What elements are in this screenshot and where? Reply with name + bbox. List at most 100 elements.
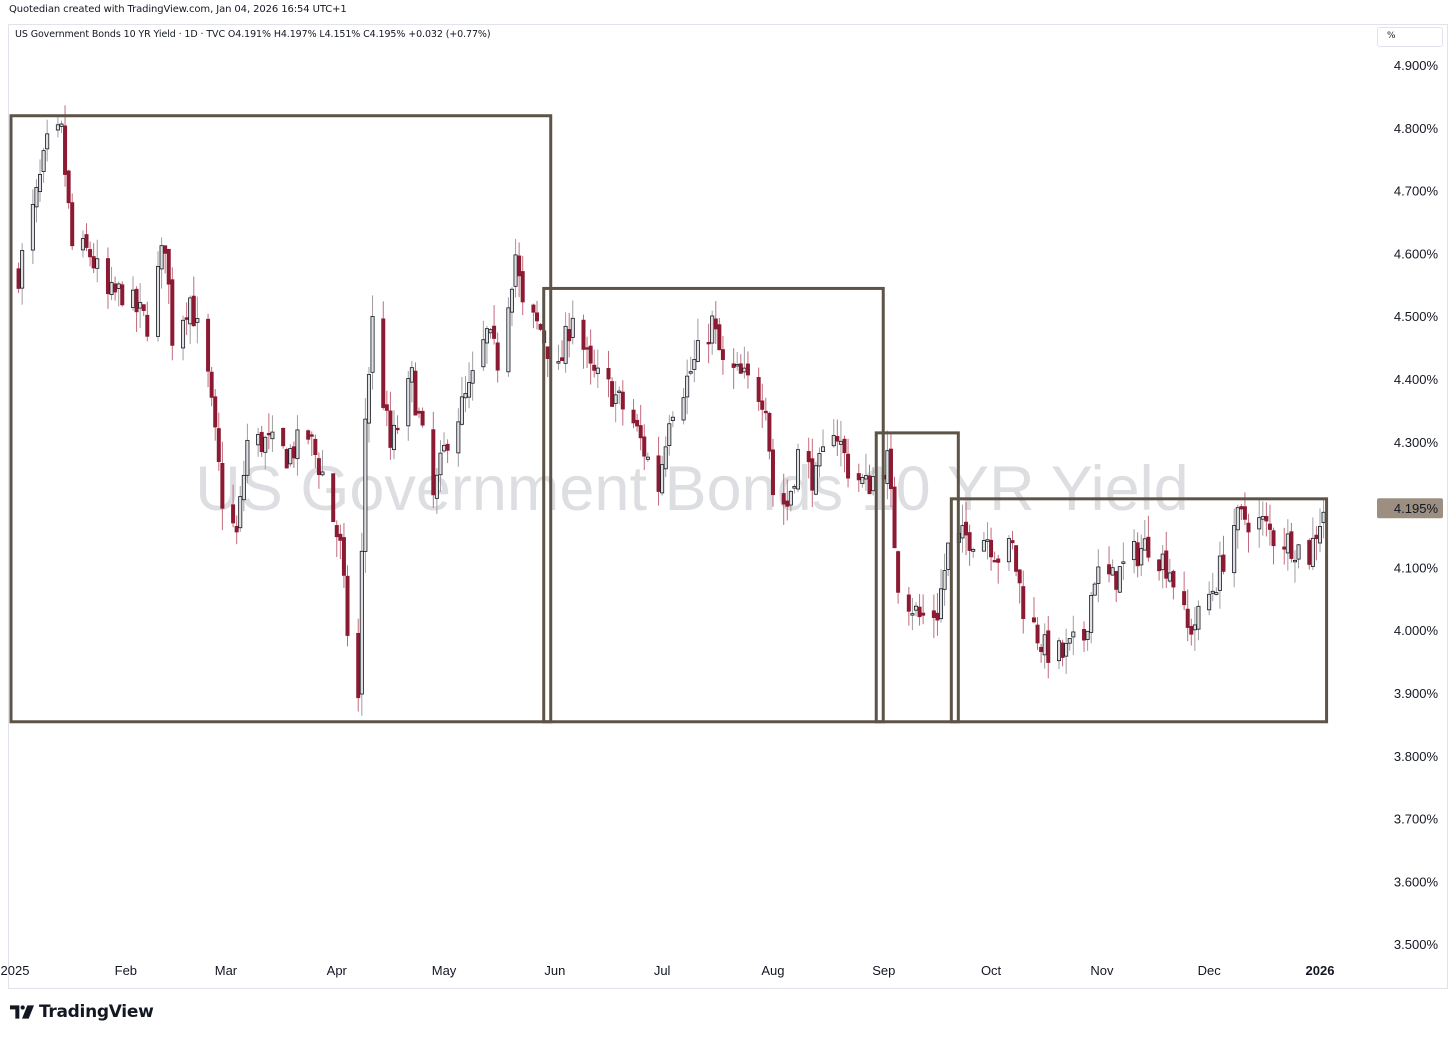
chart-frame (8, 24, 1448, 989)
candle-body (1267, 523, 1272, 530)
time-tick-label: 2026 (1306, 963, 1335, 978)
candle-body (381, 318, 386, 408)
candle-body (113, 283, 118, 293)
candle-body (356, 632, 361, 699)
symbol-legend: US Government Bonds 10 YR Yield · 1D · T… (15, 29, 491, 40)
candle-body (595, 367, 600, 374)
candle-body (456, 421, 461, 454)
candle-body (256, 434, 261, 446)
candle-body (1189, 626, 1194, 635)
candle-body (617, 390, 622, 393)
candle-body (713, 318, 718, 330)
time-tick-label: Feb (115, 963, 137, 978)
candle-body (216, 428, 221, 463)
candle-body (588, 345, 593, 364)
candle-body (238, 496, 243, 529)
time-tick-label: 2025 (1, 963, 30, 978)
candle-body (921, 612, 926, 616)
candle-body (592, 364, 597, 371)
candle-body (1017, 569, 1022, 584)
candle-body (359, 550, 364, 695)
candle-body (463, 392, 468, 399)
candle-body (484, 328, 489, 344)
candle-body (913, 605, 918, 611)
candle-body (888, 448, 893, 490)
footer-brand[interactable]: TradingView (10, 1002, 154, 1022)
time-tick-label: Oct (981, 963, 1002, 978)
candle-body (935, 612, 940, 621)
time-axis[interactable]: 2025 Feb Mar Apr May Jun Jul Aug Sep Oct Nov Dec 202… (1, 963, 1335, 978)
candle-body (306, 430, 311, 440)
candle-body (613, 394, 618, 404)
candlestick-series (16, 105, 1326, 716)
candle-body (810, 458, 815, 491)
price-tick-label: 4.500% (1394, 309, 1439, 324)
candle-body (38, 174, 43, 193)
candle-body (642, 436, 647, 457)
price-tick-label: 4.700% (1394, 184, 1439, 199)
candle-body (1292, 559, 1297, 563)
candle-body (906, 594, 911, 612)
candle-body (338, 533, 343, 541)
candle-body (1239, 506, 1244, 510)
candle-body (105, 258, 110, 295)
candle-body (1042, 634, 1047, 656)
price-chart[interactable]: US Government Bonds 10 YR Yield 4.900%4.… (0, 0, 1456, 1000)
candle-body (1057, 640, 1062, 662)
range-rectangles[interactable] (9, 114, 1329, 724)
candle-body (756, 376, 761, 402)
candle-body (992, 560, 997, 563)
candle-body (785, 500, 790, 507)
candle-body (1207, 593, 1212, 611)
candle-body (30, 204, 35, 251)
candle-body (80, 238, 85, 251)
candle-body (316, 458, 321, 476)
candle-body (767, 412, 772, 452)
candle-body (1031, 617, 1036, 623)
candle-body (406, 378, 411, 427)
candle-body (667, 423, 672, 446)
candle-body (1096, 566, 1101, 584)
candle-body (492, 325, 497, 339)
candle-body (88, 249, 93, 258)
candle-body (567, 329, 572, 342)
candle-body (188, 297, 193, 325)
candle-body (1107, 564, 1112, 575)
candle-body (1142, 538, 1147, 551)
candle-body (66, 170, 71, 204)
candle-body (495, 342, 500, 371)
candle-body (70, 202, 75, 247)
candle-body (838, 440, 843, 445)
candle-body (985, 539, 990, 542)
candle-body (195, 318, 200, 323)
candle-body (241, 474, 246, 501)
candle-body (266, 432, 271, 436)
candle-body (134, 288, 139, 313)
candle-body (1214, 592, 1219, 595)
candle-body (138, 302, 143, 309)
candle-body (488, 329, 493, 334)
candle-body (1092, 583, 1097, 596)
candle-body (366, 374, 371, 424)
candle-body (745, 363, 750, 376)
price-tick-label: 4.900% (1394, 58, 1439, 73)
candle-body (821, 446, 826, 452)
price-tick-label: 4.800% (1394, 121, 1439, 136)
candle-body (1289, 531, 1294, 559)
candle-body (245, 439, 250, 476)
candle-body (1296, 544, 1301, 560)
candle-body (796, 449, 801, 490)
time-tick-label: Apr (327, 963, 348, 978)
price-axis[interactable]: 4.900% 4.800% 4.700% 4.600% 4.500% 4.400% 4.30… (1394, 58, 1439, 952)
candle-body (656, 455, 661, 492)
candle-body (413, 370, 418, 416)
price-unit-button[interactable]: % (1377, 27, 1443, 47)
candle-body (817, 453, 822, 467)
time-tick-label: Jul (654, 963, 671, 978)
candle-body (59, 123, 64, 127)
candle-body (964, 521, 969, 536)
candle-body (1271, 530, 1276, 547)
candle-body (417, 410, 422, 414)
candle-body (506, 307, 511, 373)
candle-body (388, 410, 393, 448)
